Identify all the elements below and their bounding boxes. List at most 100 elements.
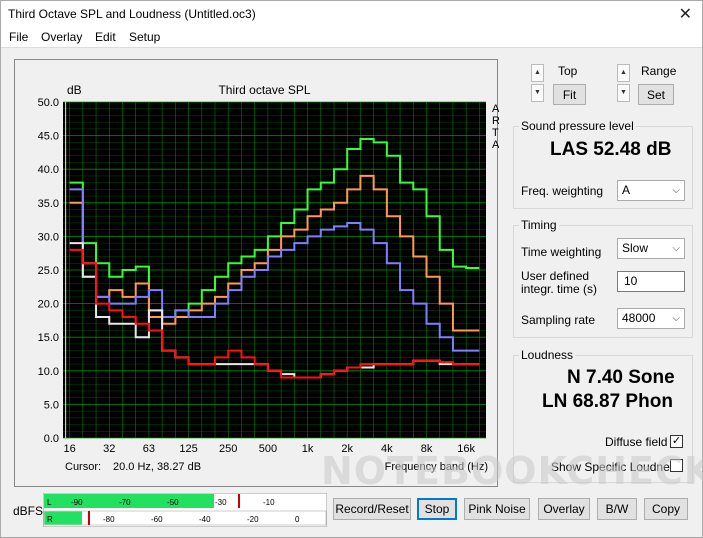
- range-down-spinner[interactable]: ▼: [617, 84, 630, 102]
- loudness-group-title: Loudness: [519, 348, 576, 362]
- freq-weighting-select[interactable]: A ⌵: [617, 180, 685, 201]
- meter-L-tick: -50: [167, 498, 179, 507]
- meter-R-tick: -60: [151, 515, 163, 524]
- top-label: Top: [558, 64, 578, 78]
- y-tick-label: 0.0: [44, 433, 59, 445]
- sampling-rate-select[interactable]: 48000 ⌵: [617, 308, 685, 329]
- series-line-red: [69, 248, 480, 379]
- y-axis-label: dB: [67, 83, 82, 97]
- y-tick-label: 25.0: [38, 265, 59, 277]
- level-meter: L R -90 -70 -50 -30 -10 -80 -60 -40 -20 0: [43, 493, 327, 527]
- specific-loudness-checkbox[interactable]: [670, 459, 683, 472]
- record-reset-button[interactable]: Record/Reset: [333, 498, 411, 520]
- x-tick-label: 250: [219, 443, 237, 455]
- x-tick-label: 63: [143, 443, 155, 455]
- plot-frame: 50.0 45.0 40.0 35.0 30.0 25.0 20.0 15.0 10.0 5.0 0…: [14, 59, 500, 488]
- specific-loudness-label: Show Specific Loudness: [551, 460, 682, 474]
- top-down-spinner[interactable]: ▼: [531, 84, 544, 102]
- range-up-spinner[interactable]: ▲: [617, 64, 630, 82]
- series-line-blue: [69, 188, 480, 352]
- timing-group: [513, 225, 693, 338]
- meter-L-tick: -90: [71, 498, 83, 507]
- x-tick-label: 125: [179, 443, 197, 455]
- x-tick-label: 500: [259, 443, 277, 455]
- diffuse-field-label: Diffuse field: [605, 435, 668, 449]
- meter-L-tick: -30: [215, 498, 227, 507]
- menu-bar: File Overlay Edit Setup: [1, 27, 702, 47]
- time-weighting-select[interactable]: Slow ⌵: [617, 238, 685, 259]
- dbfs-label: dBFS: [13, 504, 44, 518]
- overlay-button[interactable]: Overlay: [538, 498, 590, 520]
- spl-value: LAS 52.48 dB: [550, 139, 672, 160]
- x-tick-label: 4k: [381, 443, 393, 455]
- arta-letter: R: [492, 115, 499, 127]
- integration-time-input[interactable]: 10: [617, 271, 685, 292]
- y-tick-label: 40.0: [38, 164, 59, 176]
- loudness-sone: N 7.40 Sone: [567, 367, 675, 388]
- y-tick-label: 5.0: [44, 399, 59, 411]
- series-line-green: [69, 137, 480, 319]
- window-title: Third Octave SPL and Loudness (Untitled.…: [8, 7, 256, 21]
- top-up-spinner[interactable]: ▲: [531, 64, 544, 82]
- x-tick-label: 32: [103, 443, 115, 455]
- stop-button[interactable]: Stop: [417, 498, 457, 520]
- chart-title: Third octave SPL: [218, 83, 310, 97]
- pink-noise-button[interactable]: Pink Noise: [464, 498, 530, 520]
- meter-L-letter: L: [47, 498, 52, 507]
- cursor-value: 20.0 Hz, 38.27 dB: [113, 461, 201, 473]
- diffuse-field-checkbox[interactable]: ✓: [670, 435, 683, 448]
- set-button[interactable]: Set: [638, 84, 674, 105]
- sampling-rate-value: 48000: [622, 311, 656, 325]
- menu-file[interactable]: File: [9, 30, 29, 44]
- cursor-label: Cursor:: [65, 461, 101, 473]
- meter-L-tick: -70: [119, 498, 131, 507]
- x-axis-label: Frequency band (Hz): [385, 461, 488, 473]
- y-tick-label: 30.0: [38, 231, 59, 243]
- series-line-orange: [69, 174, 480, 332]
- user-defined-label: User defined: [521, 269, 590, 283]
- y-tick-label: 45.0: [38, 131, 59, 143]
- freq-weighting-label: Freq. weighting: [521, 184, 604, 198]
- integr-time-label: integr. time (s): [521, 282, 598, 296]
- x-tick-label: 8k: [421, 443, 433, 455]
- arta-letter: T: [492, 127, 499, 139]
- title-bar: Third Octave SPL and Loudness (Untitled.…: [1, 1, 702, 27]
- close-icon[interactable]: ✕: [678, 6, 692, 23]
- timing-group-title: Timing: [519, 218, 559, 232]
- copy-button[interactable]: Copy: [644, 498, 688, 520]
- meter-L-tick: -10: [263, 498, 275, 507]
- arta-letter: A: [492, 139, 499, 151]
- sampling-rate-label: Sampling rate: [521, 313, 596, 327]
- menu-setup[interactable]: Setup: [129, 30, 161, 44]
- spl-group-title: Sound pressure level: [519, 119, 636, 133]
- chevron-down-icon: ⌵: [672, 185, 680, 196]
- spl-chart[interactable]: 50.0 45.0 40.0 35.0 30.0 25.0 20.0 15.0 10.0 5.0 0…: [15, 60, 500, 488]
- meter-R-tick: -20: [247, 515, 259, 524]
- x-tick-label: 16k: [457, 443, 475, 455]
- arta-letter: A: [492, 103, 499, 115]
- time-weighting-value: Slow: [622, 241, 649, 255]
- chevron-down-icon: ⌵: [672, 313, 680, 324]
- x-tick-label: 1k: [302, 443, 314, 455]
- menu-edit[interactable]: Edit: [95, 30, 116, 44]
- meter-L-fill: [44, 494, 214, 508]
- loudness-group: [513, 355, 693, 483]
- meter-R-tick: -40: [199, 515, 211, 524]
- y-tick-label: 15.0: [38, 332, 59, 344]
- bw-button[interactable]: B/W: [597, 498, 637, 520]
- menu-overlay[interactable]: Overlay: [41, 30, 83, 44]
- meter-R-letter: R: [47, 515, 53, 524]
- y-tick-label: 35.0: [38, 198, 59, 210]
- range-label: Range: [641, 64, 677, 78]
- y-tick-label: 20.0: [38, 299, 59, 311]
- loudness-phon: LN 68.87 Phon: [542, 391, 673, 412]
- x-tick-label: 16: [63, 443, 75, 455]
- x-tick-label: 2k: [341, 443, 353, 455]
- chevron-down-icon: ⌵: [672, 243, 680, 254]
- meter-R-tick: 0: [295, 515, 300, 524]
- fit-button[interactable]: Fit: [553, 84, 586, 105]
- meter-R-tick: -80: [103, 515, 115, 524]
- meter-R-fill: [44, 511, 82, 525]
- y-tick-label: 50.0: [38, 97, 59, 109]
